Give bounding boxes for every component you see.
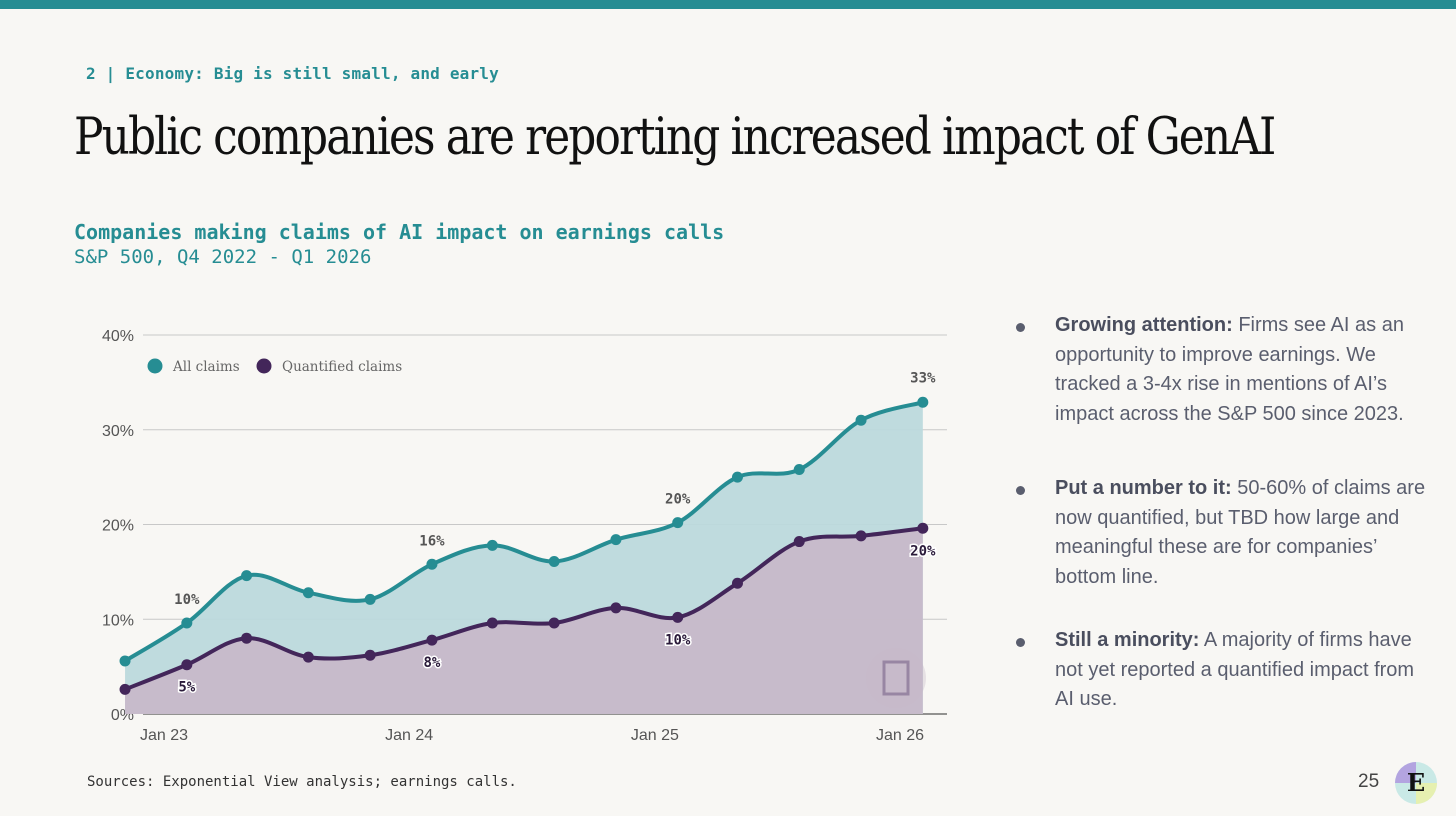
data-point bbox=[731, 471, 743, 483]
data-point bbox=[917, 522, 929, 534]
bullet-text: 50-60% of claims are now quantified, but… bbox=[1055, 477, 1426, 588]
section-label: 2 | Economy: Big is still small, and ear… bbox=[86, 64, 499, 83]
data-point bbox=[793, 464, 805, 476]
chart-subtitle: S&P 500, Q4 2022 - Q1 2026 bbox=[74, 246, 372, 268]
top-accent-bar bbox=[0, 0, 1456, 9]
legend-marker-icon bbox=[256, 358, 272, 374]
legend-label: All claims bbox=[172, 359, 240, 375]
bullet-text: A majority of firms have not yet reporte… bbox=[1055, 629, 1415, 710]
page-number: 25 bbox=[1358, 771, 1380, 792]
bullet-dot-icon bbox=[1016, 638, 1025, 647]
data-label: 33% bbox=[910, 370, 936, 386]
x-tick-label: Jan 26 bbox=[876, 727, 924, 744]
data-point bbox=[241, 570, 253, 582]
data-label: 16% bbox=[419, 533, 445, 549]
data-point bbox=[793, 536, 805, 548]
chart-title: Companies making claims of AI impact on … bbox=[74, 220, 725, 244]
y-tick-label: 20% bbox=[102, 518, 134, 535]
data-point bbox=[181, 617, 193, 629]
bullet-heading: Still a minority: bbox=[1055, 629, 1200, 651]
y-tick-label: 40% bbox=[102, 328, 134, 345]
data-label: 20% bbox=[910, 543, 936, 559]
data-point bbox=[426, 558, 438, 570]
bullet-dot-icon bbox=[1016, 486, 1025, 495]
data-point bbox=[181, 659, 193, 671]
data-point bbox=[486, 617, 498, 629]
bullet-text: Firms see AI as an opportunity to improv… bbox=[1055, 314, 1404, 425]
bullet-dot-icon bbox=[1016, 323, 1025, 332]
x-tick-label: Jan 25 bbox=[631, 727, 679, 744]
data-point bbox=[731, 577, 743, 589]
data-point bbox=[364, 649, 376, 661]
data-point bbox=[302, 651, 314, 663]
area-chart: 0%10%20%30%40%Jan 23 Jan 24 Jan 25 Jan 26 1… bbox=[102, 328, 947, 744]
bullet-heading: Put a number to it: bbox=[1055, 477, 1232, 499]
sources-note: Sources: Exponential View analysis; earn… bbox=[87, 774, 517, 790]
bullet-item: Put a number to it: 50-60% of claims are… bbox=[1010, 474, 1430, 592]
data-point bbox=[119, 683, 131, 695]
bullet-item: Growing attention: Firms see AI as an op… bbox=[1010, 311, 1430, 429]
data-point bbox=[610, 602, 622, 614]
data-point bbox=[672, 611, 684, 623]
data-point bbox=[426, 634, 438, 646]
x-tick-label: Jan 23 bbox=[140, 727, 188, 744]
bullet-item: Still a minority: A majority of firms ha… bbox=[1010, 626, 1430, 715]
data-label: 10% bbox=[174, 592, 200, 608]
data-point bbox=[302, 587, 314, 599]
bullet-list: Growing attention: Firms see AI as an op… bbox=[1010, 311, 1430, 715]
data-label: 20% bbox=[665, 492, 691, 508]
data-label: 10% bbox=[665, 632, 691, 648]
page-title: Public companies are reporting increased… bbox=[74, 108, 1276, 167]
y-tick-label: 30% bbox=[102, 423, 134, 440]
x-tick-label: Jan 24 bbox=[385, 727, 433, 744]
watermark-logo-icon bbox=[866, 648, 926, 708]
data-label: 8% bbox=[423, 655, 440, 671]
data-point bbox=[855, 530, 867, 542]
data-point bbox=[610, 534, 622, 546]
y-tick-label: 10% bbox=[102, 612, 134, 629]
data-point bbox=[917, 396, 929, 408]
data-point bbox=[119, 655, 131, 667]
legend-marker-icon bbox=[147, 358, 163, 374]
logo-letter: E bbox=[1407, 768, 1425, 797]
data-label: 5% bbox=[178, 680, 195, 696]
data-point bbox=[672, 517, 684, 529]
data-point bbox=[486, 539, 498, 551]
data-point bbox=[855, 414, 867, 426]
data-point bbox=[364, 593, 376, 605]
series-area-quantified-claims bbox=[125, 528, 923, 714]
data-point bbox=[548, 617, 560, 629]
legend-label: Quantified claims bbox=[282, 359, 402, 375]
data-point bbox=[548, 555, 560, 567]
exponential-view-logo-icon: E bbox=[1395, 762, 1437, 804]
data-point bbox=[241, 632, 253, 644]
bullet-heading: Growing attention: bbox=[1055, 314, 1233, 336]
